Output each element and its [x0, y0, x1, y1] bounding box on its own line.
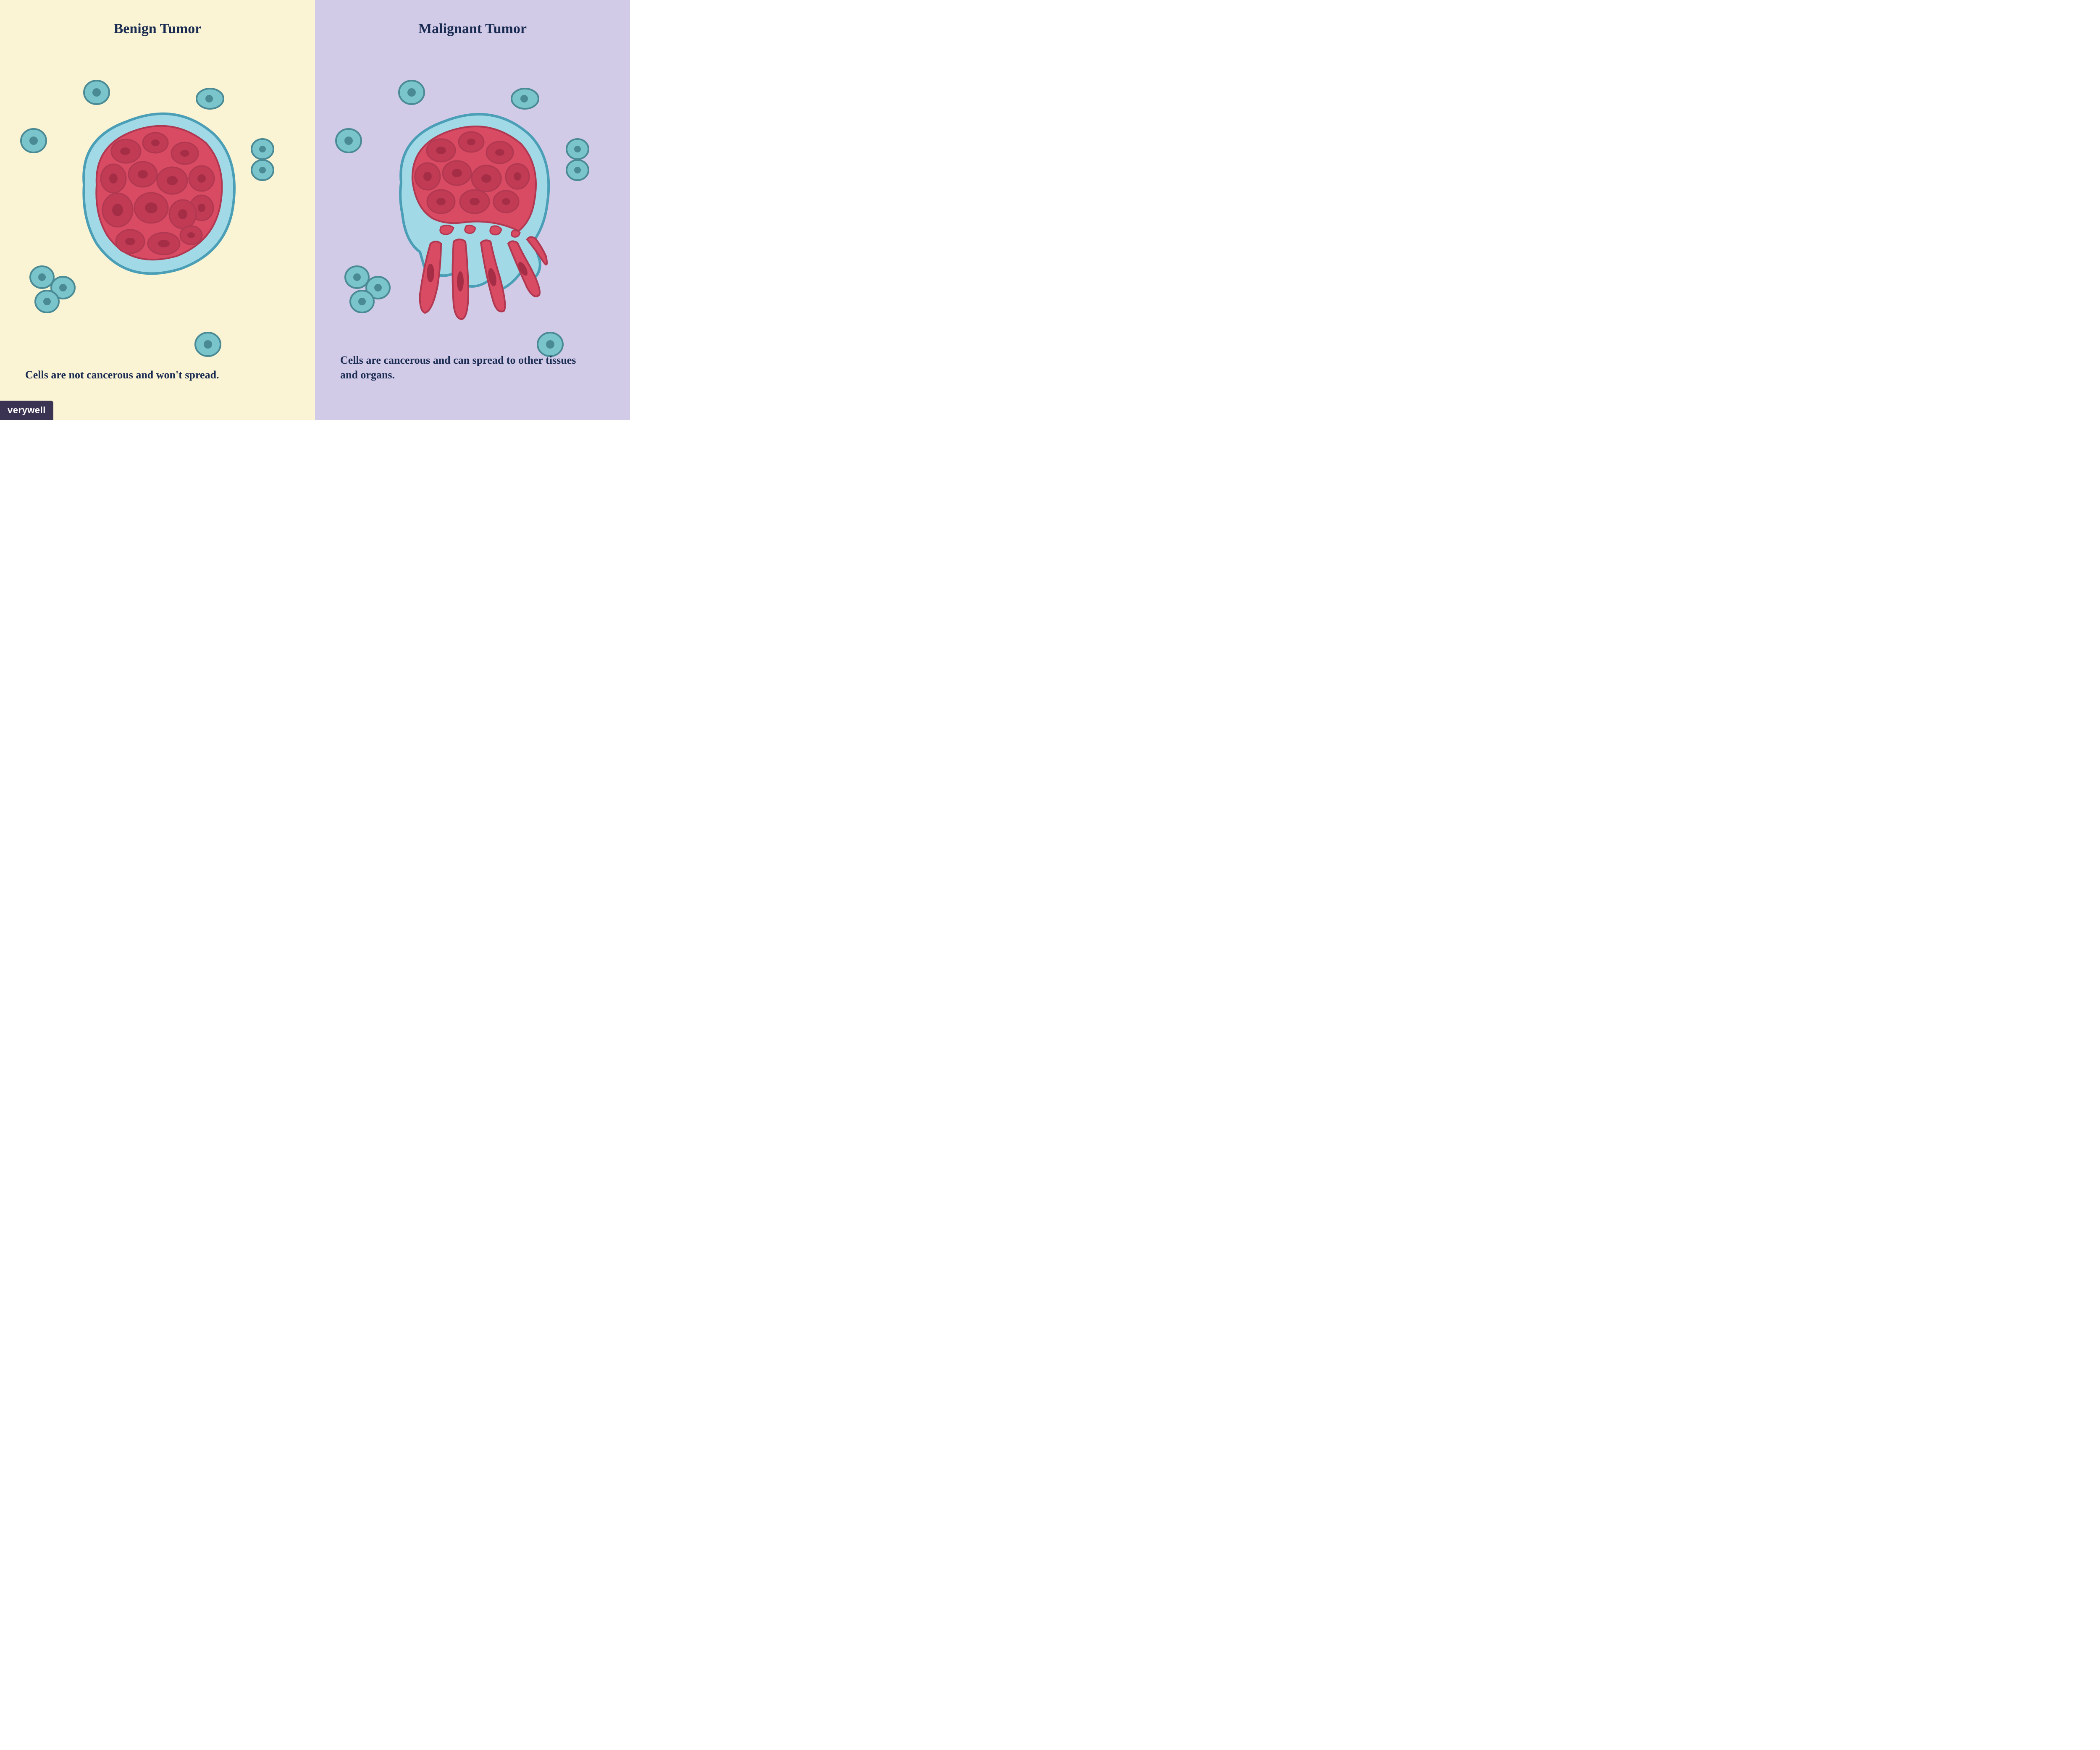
benign-caption: Cells are not cancerous and won't spread… — [25, 367, 265, 382]
benign-tumor — [84, 114, 234, 274]
benign-illustration — [0, 46, 315, 420]
infographic-container: Benign Tumor — [0, 0, 630, 420]
benign-svg — [0, 46, 315, 420]
malignant-tumor — [400, 114, 549, 319]
benign-panel: Benign Tumor — [0, 0, 315, 420]
malignant-caption: Cells are cancerous and can spread to ot… — [340, 353, 580, 382]
brand-badge: verywell — [0, 401, 53, 420]
malignant-panel: Malignant Tumor — [315, 0, 630, 420]
benign-title: Benign Tumor — [25, 21, 290, 37]
malignant-title: Malignant Tumor — [340, 21, 605, 37]
